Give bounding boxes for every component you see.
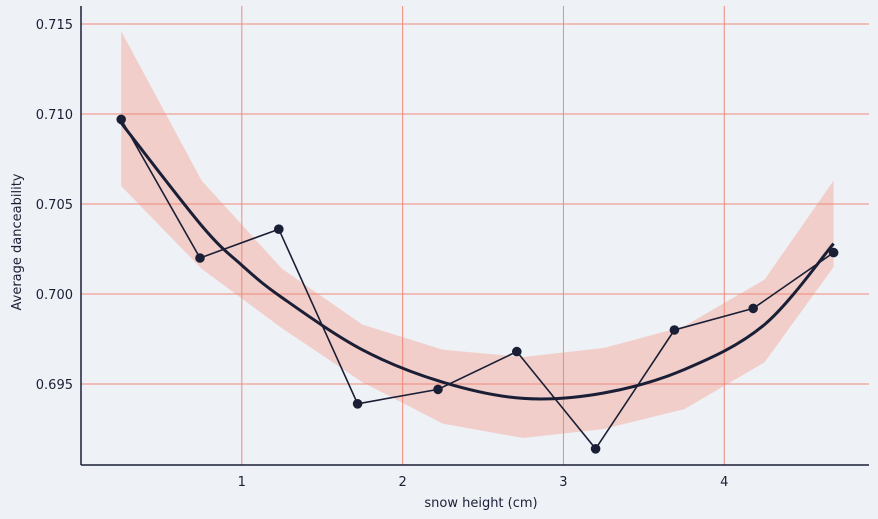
confidence-band-layer [121, 31, 834, 438]
y-tick-label: 0.710 [36, 108, 73, 123]
fit-curve [120, 122, 835, 401]
x-tick-label: 4 [720, 475, 728, 490]
data-point [116, 114, 126, 125]
data-point [748, 303, 758, 314]
observed-line [120, 119, 835, 451]
grid-layer [81, 6, 869, 465]
y-tick-label: 0.715 [36, 18, 73, 33]
y-tick-label: 0.705 [36, 198, 73, 213]
axes-layer [80, 6, 869, 466]
y-tick-label: 0.695 [36, 378, 73, 393]
x-axis-label: snow height (cm) [424, 496, 537, 511]
data-point [669, 325, 680, 335]
y-axis-label: Average danceability [10, 173, 25, 310]
data-point [274, 224, 284, 234]
series-layer [116, 114, 839, 454]
confidence-band [121, 31, 834, 438]
x-tick-label: 1 [238, 475, 246, 490]
data-point [828, 247, 839, 258]
x-tick-label: 3 [559, 475, 567, 490]
x-tick-label: 2 [398, 475, 406, 490]
data-point [352, 399, 363, 409]
data-point [433, 384, 443, 395]
y-tick-label: 0.700 [36, 288, 73, 303]
data-point [512, 346, 522, 357]
data-point [590, 444, 601, 454]
tick-labels-layer: 1 2 3 4 0.695 0.700 0.705 0.710 0.715 [36, 18, 729, 490]
data-point [195, 253, 205, 263]
